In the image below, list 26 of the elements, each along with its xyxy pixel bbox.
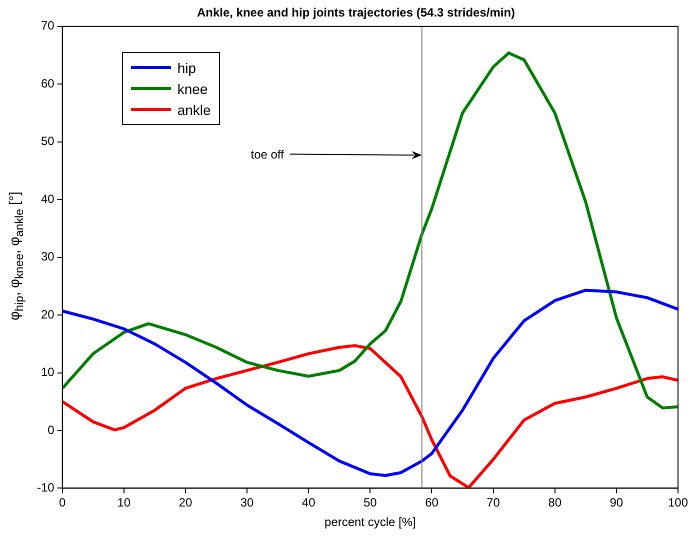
x-tick-label: 70: [486, 496, 500, 510]
x-tick-label: 0: [59, 496, 66, 510]
x-tick-label: 100: [668, 496, 688, 510]
y-tick-label: 70: [40, 18, 55, 33]
chart-title: Ankle, knee and hip joints trajectories (54.3 strides/min): [196, 6, 516, 20]
y-tick-label: 30: [40, 250, 55, 264]
x-tick-label: 40: [302, 496, 316, 510]
x-tick-label: 10: [117, 496, 131, 510]
y-tick-label: 20: [40, 307, 55, 322]
y-tick-label: 40: [40, 192, 55, 206]
x-tick-label: 50: [363, 496, 378, 510]
y-tick-label: 0: [48, 422, 55, 437]
y-tick-label: 50: [40, 134, 55, 148]
legend-label: knee: [177, 80, 208, 97]
x-tick-label: 90: [610, 496, 624, 510]
legend-label: hip: [177, 60, 196, 76]
y-tick-label: 10: [40, 365, 55, 380]
x-axis-title: percent cycle [%]: [324, 515, 416, 530]
x-tick-label: 20: [178, 496, 192, 510]
x-tick-label: 30: [240, 496, 254, 510]
y-tick-label: -10: [37, 480, 55, 495]
legend-label: ankle: [177, 102, 211, 118]
x-tick-label: 60: [425, 496, 439, 510]
annotation: toe off: [250, 147, 285, 162]
y-tick-label: 60: [40, 76, 55, 90]
x-tick-label: 80: [548, 496, 562, 510]
